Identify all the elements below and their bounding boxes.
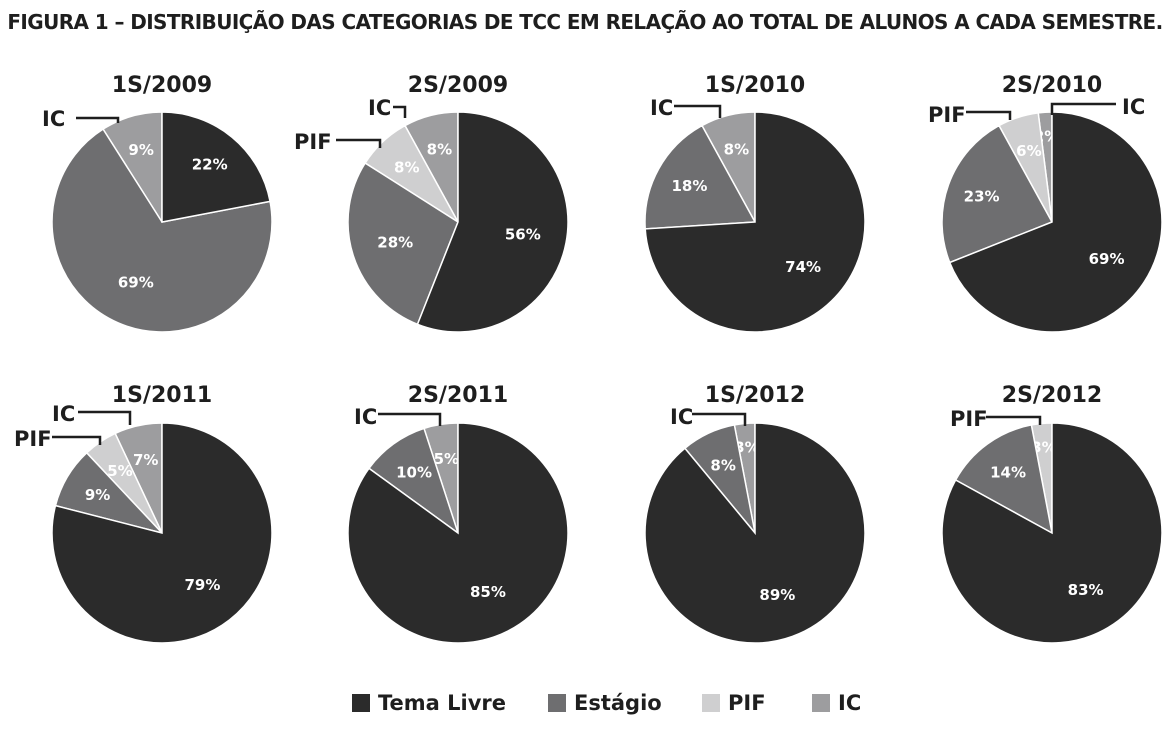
pie-slice-tema-livre [51, 422, 273, 644]
callout-label-pif: PIF [294, 130, 332, 154]
slice-label-tema-livre: 89% [759, 586, 795, 604]
callout-line-ic [378, 412, 442, 426]
legend-item-ic: IC [812, 686, 861, 720]
callout-label-ic: IC [52, 402, 75, 426]
slice-label-ic: 5% [434, 450, 459, 468]
pie-chart-2s-2011: 2S/2011 5%10% 85% IC [347, 383, 569, 644]
pie-title: 1S/2011 [112, 383, 212, 408]
pie-slice-estagio [51, 128, 273, 333]
pie-slice-tema-livre [416, 111, 569, 333]
slice-label-tema-livre: 79% [184, 576, 220, 594]
callout-line-ic [78, 410, 132, 425]
slice-label-ic: 8% [724, 141, 749, 159]
figure-title: FIGURA 1 – DISTRIBUIÇÃO DAS CATEGORIAS D… [7, 10, 1163, 34]
callout-line-pif [986, 415, 1042, 425]
pie-title: 2S/2009 [408, 73, 508, 98]
legend-item-pif: PIF [702, 686, 766, 720]
pie-title: 1S/2010 [705, 73, 805, 98]
callout-line-ic [674, 104, 722, 118]
legend-swatch-estagio [548, 694, 566, 712]
callout-line-pif [52, 435, 102, 445]
slice-label-tema-livre: 56% [505, 225, 541, 243]
legend-item-estagio: Estágio [548, 686, 662, 720]
pie-title: 2S/2010 [1002, 73, 1102, 98]
pie-slice-estagio [347, 162, 459, 326]
callout-label-ic: IC [368, 96, 391, 120]
slice-label-pif: 5% [107, 462, 132, 480]
slice-label-estagio: 28% [377, 233, 413, 251]
pie-chart-1s-2009: 1S/2009 9% 69% 22% IC [42, 73, 273, 333]
slice-label-pif: 8% [394, 158, 419, 176]
pie-slice-estagio [941, 124, 1054, 264]
callout-label-pif: PIF [928, 103, 966, 127]
pie-chart-2s-2012: 2S/2012 3% 14% 83% PIF [941, 383, 1163, 644]
pie-slice-tema-livre [948, 111, 1163, 333]
legend-label-pif: PIF [728, 691, 766, 715]
legend-swatch-pif [702, 694, 720, 712]
legend-label-tema-livre: Tema Livre [378, 691, 507, 715]
callout-line-ic [692, 412, 747, 426]
pie-title: 1S/2012 [705, 383, 805, 408]
slice-label-ic: 9% [128, 141, 153, 159]
legend: Tema Livre Estágio PIF IC [0, 686, 1170, 720]
callout-line-pif [966, 110, 1012, 120]
callout-line-ic [1050, 102, 1116, 115]
callout-label-pif: PIF [14, 427, 52, 451]
pie-title: 1S/2009 [112, 73, 212, 98]
callout-label-ic: IC [354, 405, 377, 429]
pie-slice-estagio [644, 124, 757, 230]
slice-label-tema-livre: 22% [192, 155, 228, 173]
slice-label-pif: 3% [1031, 439, 1056, 457]
slice-label-estagio: 23% [964, 188, 1000, 206]
legend-label-ic: IC [838, 691, 862, 715]
callout-line-ic [393, 105, 407, 118]
callout-label-ic: IC [1122, 95, 1145, 119]
legend-swatch-tema-livre [352, 694, 370, 712]
slice-label-pif: 6% [1016, 142, 1041, 160]
callout-label-pif: PIF [950, 407, 988, 431]
legend-item-tema-livre: Tema Livre [352, 686, 506, 720]
slice-label-estagio: 14% [990, 463, 1026, 481]
legend-label-estagio: Estágio [574, 691, 662, 715]
slice-label-estagio: 9% [85, 486, 110, 504]
slice-label-estagio: 69% [118, 274, 154, 292]
pie-slice-tema-livre [941, 422, 1163, 644]
pie-chart-1s-2010: 1S/2010 8% 18% 74% IC [644, 73, 866, 333]
slice-label-estagio: 8% [710, 456, 735, 474]
pie-chart-2s-2009: 2S/2009 8% 8% 28% 56% IC PIF [294, 73, 569, 333]
slice-label-tema-livre: 83% [1068, 581, 1104, 599]
pie-chart-1s-2012: 1S/2012 3%8% 89% IC [644, 383, 866, 644]
slice-label-tema-livre: 74% [785, 258, 821, 276]
slice-label-tema-livre: 69% [1089, 250, 1125, 268]
slice-label-ic: 8% [427, 141, 452, 159]
pie-slice-tema-livre [644, 422, 866, 644]
callout-label-ic: IC [670, 405, 693, 429]
pie-title: 2S/2012 [1002, 383, 1102, 408]
pie-title: 2S/2011 [408, 383, 508, 408]
slice-label-tema-livre: 85% [470, 583, 506, 601]
legend-swatch-ic [812, 694, 830, 712]
callout-line-ic [76, 116, 120, 123]
pie-slice-tema-livre [347, 422, 569, 644]
slice-label-ic: 7% [133, 451, 158, 469]
callout-label-ic: IC [42, 107, 65, 131]
pie-slice-tema-livre [161, 111, 271, 223]
pie-slice-estagio [954, 424, 1054, 535]
slice-label-ic: 3% [734, 439, 759, 457]
slice-label-estagio: 10% [396, 463, 432, 481]
callout-line-pif [336, 138, 382, 148]
slice-label-estagio: 18% [671, 177, 707, 195]
pie-slice-tema-livre [644, 111, 866, 333]
callout-label-ic: IC [650, 96, 673, 120]
